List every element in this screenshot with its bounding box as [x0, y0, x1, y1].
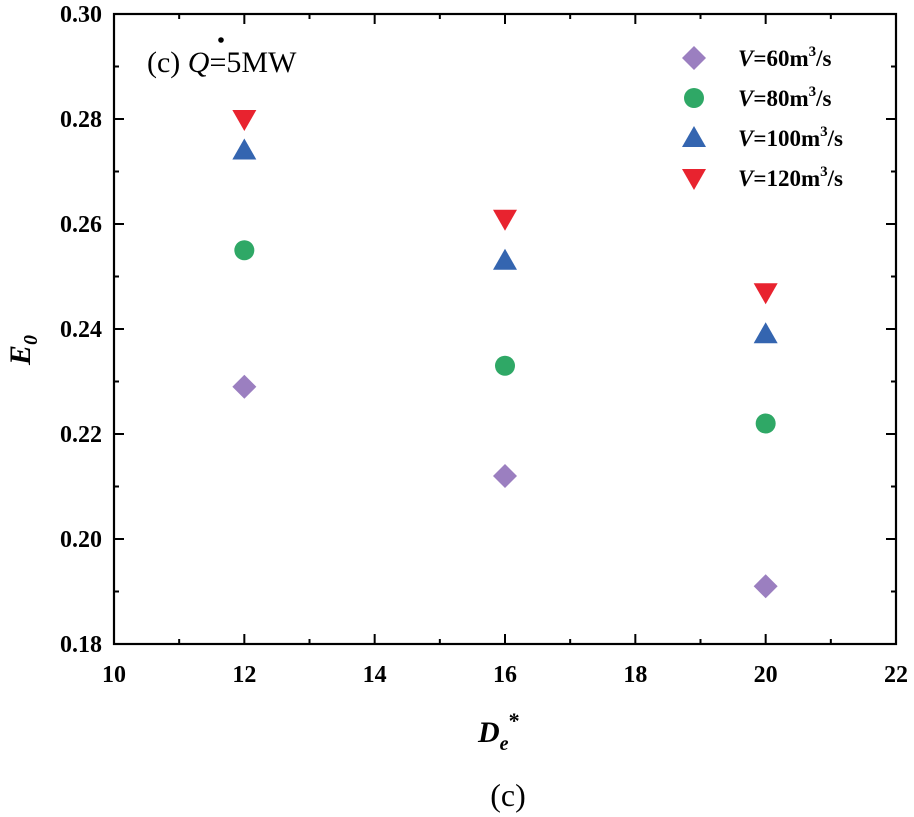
y-tick-label: 0.20	[60, 527, 102, 553]
legend-item: V=100m3/s	[682, 124, 843, 151]
legend-marker	[684, 88, 704, 108]
y-axis-title: E0	[4, 335, 42, 366]
data-point	[493, 209, 517, 231]
legend-label: V=100m3/s	[738, 124, 843, 151]
legend-label: V=80m3/s	[738, 84, 831, 111]
x-axis-title: De*	[477, 708, 520, 755]
x-tick-label: 16	[493, 662, 517, 688]
data-point	[234, 240, 255, 261]
series-triangle-up	[232, 138, 778, 344]
legend-label: V=120m3/s	[738, 164, 843, 191]
y-tick-label: 0.28	[60, 107, 102, 133]
x-tick-label: 20	[754, 662, 778, 688]
data-point	[232, 110, 257, 131]
x-tick-label: 10	[102, 662, 126, 688]
legend-item: V=120m3/s	[682, 164, 843, 191]
y-tick-label: 0.24	[60, 317, 102, 343]
legend-marker	[682, 126, 706, 147]
legend-item: V=80m3/s	[684, 84, 831, 111]
x-tick-label: 18	[623, 662, 647, 688]
figure-caption: (c)	[490, 777, 526, 813]
x-tick-label: 22	[884, 662, 908, 688]
legend-label: V=60m3/s	[738, 44, 831, 71]
data-point	[753, 283, 778, 305]
legend-item: V=60m3/s	[682, 44, 831, 71]
y-tick-label: 0.26	[60, 212, 102, 238]
legend-marker	[682, 169, 706, 190]
x-tick-label: 14	[363, 662, 387, 688]
y-tick-label: 0.22	[60, 422, 102, 448]
ticks: 10 12 14 16 18 20 22 0.18 0.20 0.22 0.24 0.26 0.28 0.…	[60, 2, 908, 688]
data-point	[755, 413, 776, 434]
data-point	[232, 138, 257, 160]
data-points	[232, 110, 778, 599]
data-point	[753, 574, 778, 599]
y-tick-label: 0.18	[60, 632, 102, 658]
data-point	[753, 322, 778, 344]
series-diamond	[232, 374, 778, 599]
data-point	[493, 248, 517, 270]
legend: V=60m3/s V=80m3/s V=100m3/s V=120m3/s	[682, 44, 843, 191]
data-point	[232, 374, 257, 399]
x-tick-label: 12	[232, 662, 256, 688]
panel-annotation: (c) Q=5MW	[147, 46, 297, 79]
y-tick-label: 0.30	[60, 2, 102, 28]
series-circle	[234, 240, 776, 434]
legend-marker	[682, 46, 706, 70]
data-point	[495, 355, 515, 376]
series-triangle-down	[232, 110, 778, 305]
data-point	[493, 464, 517, 488]
q-dot-accent	[218, 37, 224, 43]
